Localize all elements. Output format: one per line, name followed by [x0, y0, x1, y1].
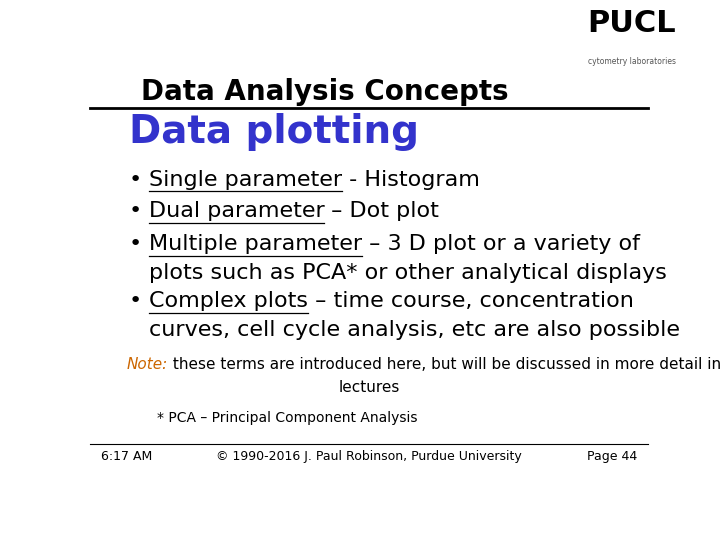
Text: © 1990-2016 J. Paul Robinson, Purdue University: © 1990-2016 J. Paul Robinson, Purdue Uni…	[216, 450, 522, 463]
Text: •: •	[129, 201, 143, 221]
Text: – time course, concentration: – time course, concentration	[307, 292, 634, 312]
Text: Page 44: Page 44	[587, 450, 637, 463]
Text: Note:: Note:	[126, 357, 168, 372]
Text: Data Analysis Concepts: Data Analysis Concepts	[140, 78, 508, 106]
Text: plots such as PCA* or other analytical displays: plots such as PCA* or other analytical d…	[148, 263, 667, 283]
Text: Multiple parameter: Multiple parameter	[148, 234, 361, 254]
Text: curves, cell cycle analysis, etc are also possible: curves, cell cycle analysis, etc are als…	[148, 320, 680, 340]
Text: 6:17 AM: 6:17 AM	[101, 450, 153, 463]
Text: Complex plots: Complex plots	[148, 292, 307, 312]
Text: – 3 D plot or a variety of: – 3 D plot or a variety of	[361, 234, 639, 254]
Text: * PCA – Principal Component Analysis: * PCA – Principal Component Analysis	[157, 411, 418, 425]
Text: PUCL: PUCL	[588, 9, 676, 38]
Text: cytometry laboratories: cytometry laboratories	[588, 57, 676, 66]
Text: lectures: lectures	[338, 380, 400, 395]
Text: •: •	[129, 234, 143, 254]
Text: – Dot plot: – Dot plot	[324, 201, 439, 221]
Text: •: •	[129, 170, 143, 190]
Text: these terms are introduced here, but will be discussed in more detail in later: these terms are introduced here, but wil…	[168, 357, 720, 372]
Text: Dual parameter: Dual parameter	[148, 201, 324, 221]
Text: - Histogram: - Histogram	[342, 170, 480, 190]
Text: Data plotting: Data plotting	[129, 113, 419, 151]
Text: •: •	[129, 292, 143, 312]
Text: Single parameter: Single parameter	[148, 170, 342, 190]
